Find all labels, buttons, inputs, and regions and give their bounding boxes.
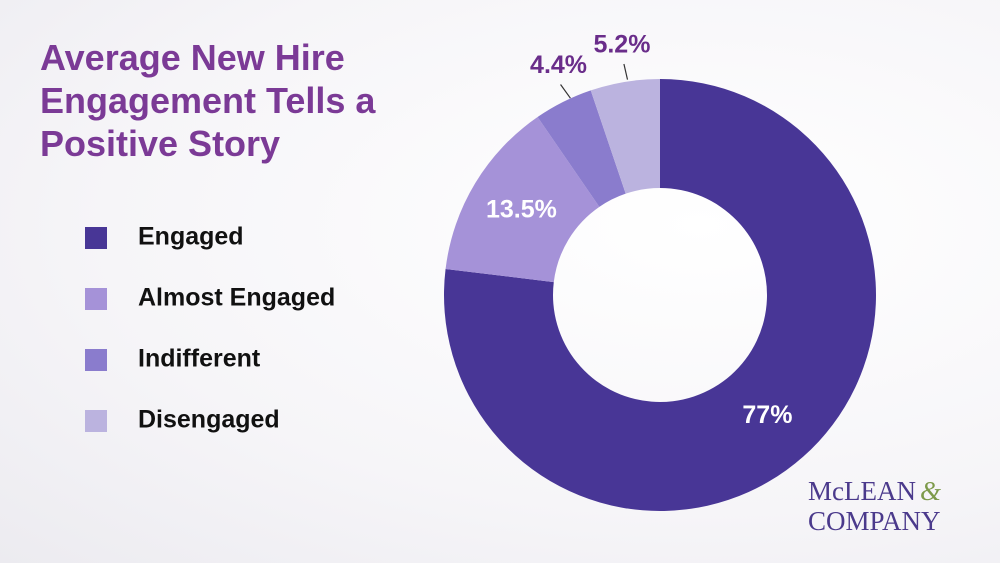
value-label: 77% [742, 401, 792, 429]
value-label: 5.2% [593, 31, 650, 59]
legend-swatch [85, 288, 107, 310]
donut-segment [445, 117, 600, 283]
logo-line1: McLEAN [808, 476, 916, 506]
legend-swatch [85, 349, 107, 371]
legend-swatch [85, 410, 107, 432]
donut-segment [537, 90, 626, 207]
legend-swatch [85, 227, 107, 249]
logo-line2: COMPANY [808, 506, 941, 536]
donut-segment [590, 79, 660, 194]
value-label: 13.5% [486, 196, 557, 224]
value-label: 4.4% [530, 51, 587, 79]
legend-label: Disengaged [138, 406, 280, 434]
leader-line [623, 63, 629, 80]
leader-line [560, 84, 571, 99]
chart-title: Average New Hire Engagement Tells a Posi… [40, 37, 376, 164]
legend-label: Indifferent [138, 345, 261, 373]
donut-segment [444, 79, 876, 512]
legend-label: Engaged [138, 223, 244, 251]
logo-ampersand: & [920, 476, 941, 506]
legend-label: Almost Engaged [138, 284, 335, 312]
